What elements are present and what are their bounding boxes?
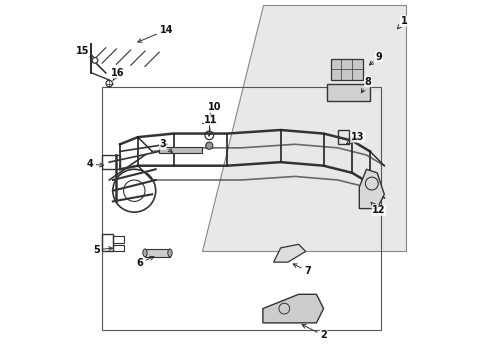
Bar [327,84,370,102]
Text: 10: 10 [208,102,221,117]
Bar [338,130,348,144]
Text: 9: 9 [369,52,382,65]
Bar [102,234,113,251]
Text: 3: 3 [159,139,172,153]
Text: 11: 11 [204,115,218,136]
Text: 1: 1 [397,16,407,29]
Bar [159,147,202,153]
Bar [113,245,123,251]
Text: 14: 14 [138,25,173,42]
Bar [113,236,123,243]
Text: 2: 2 [302,325,327,341]
Circle shape [106,80,113,87]
Text: 6: 6 [136,256,154,268]
Ellipse shape [168,249,172,257]
Text: 4: 4 [86,159,103,169]
Bar [102,87,381,330]
Circle shape [92,58,98,63]
Polygon shape [202,5,406,251]
Text: 5: 5 [94,245,113,255]
Text: 16: 16 [111,68,125,81]
Text: 7: 7 [293,264,311,276]
Bar [102,155,120,169]
Text: 15: 15 [76,46,93,57]
Polygon shape [273,244,306,262]
Polygon shape [359,169,384,208]
Circle shape [206,142,213,149]
Text: 13: 13 [346,132,364,144]
Bar [331,59,363,80]
Bar [145,249,170,257]
Polygon shape [263,294,323,323]
Ellipse shape [143,249,147,257]
Text: 8: 8 [361,77,372,93]
Text: 12: 12 [371,202,386,215]
